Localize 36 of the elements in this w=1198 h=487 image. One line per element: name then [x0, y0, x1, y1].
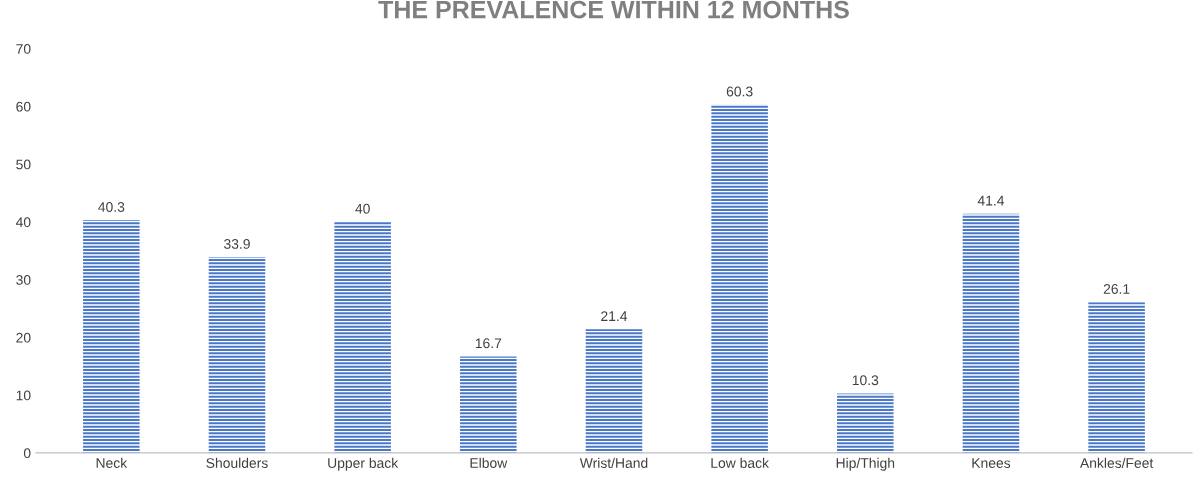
x-tick-label: Ankles/Feet	[1079, 457, 1154, 468]
y-tick-label: 0	[23, 448, 31, 459]
data-label: 16.7	[475, 338, 502, 349]
y-tick-label: 70	[16, 44, 31, 54]
chart-title: THE PREVALENCE WITHIN 12 MONTHS	[378, 0, 849, 19]
bar	[334, 221, 391, 453]
x-tick-label: Elbow	[470, 457, 508, 468]
bar	[711, 104, 768, 453]
x-tick-label: Shoulders	[206, 457, 268, 468]
data-label: 10.3	[852, 375, 879, 386]
bar	[208, 257, 266, 453]
x-tick-label: Knees	[972, 458, 1011, 468]
data-label: 40.3	[98, 202, 125, 212]
y-tick-label: 40	[15, 217, 31, 228]
bar	[962, 213, 1020, 453]
bar	[585, 329, 643, 453]
data-label: 60.3	[726, 86, 753, 97]
data-label: 40	[355, 203, 370, 214]
bar	[460, 356, 517, 453]
y-tick-label: 50	[16, 159, 31, 170]
x-tick-label: Neck	[96, 457, 128, 468]
data-label: 26.1	[1103, 284, 1130, 294]
data-label: 21.4	[601, 311, 628, 321]
data-label: 33.9	[224, 239, 250, 249]
y-tick-label: 10	[16, 390, 31, 401]
x-tick-label: Upper back	[328, 457, 399, 471]
data-label: 41.4	[977, 195, 1005, 206]
bar	[1088, 302, 1145, 453]
y-tick-label: 60	[16, 101, 31, 112]
x-tick-label: Wrist/Hand	[579, 457, 648, 468]
bar	[837, 393, 894, 453]
y-tick-label: 20	[16, 332, 31, 343]
x-tick-label: Hip/Thigh	[836, 457, 895, 471]
y-tick-label: 30	[16, 275, 31, 285]
x-tick-label: Low back	[711, 457, 769, 468]
bar	[83, 220, 140, 453]
